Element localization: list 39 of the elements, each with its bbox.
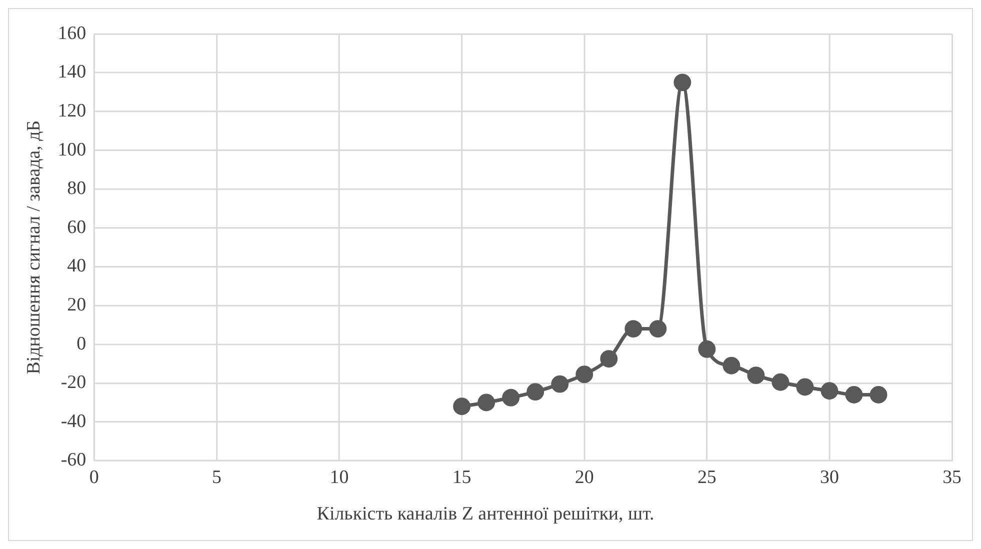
x-axis-title: Кількість каналів Z антенної решітки, шт. xyxy=(316,504,654,525)
point xyxy=(600,350,618,368)
point xyxy=(796,378,814,396)
point xyxy=(551,375,569,393)
y-tick-label: 20 xyxy=(67,294,86,316)
y-tick-label: 140 xyxy=(58,62,86,83)
point xyxy=(453,398,471,416)
y-tick-label: 60 xyxy=(67,216,86,238)
point xyxy=(649,320,667,338)
y-tick-label: 100 xyxy=(58,139,86,160)
y-tick-label: 40 xyxy=(67,256,86,277)
y-tick-label: -20 xyxy=(60,372,86,394)
y-tick-label: -40 xyxy=(60,410,86,432)
point xyxy=(576,366,594,384)
point xyxy=(698,340,716,358)
x-tick-label: 10 xyxy=(330,467,349,488)
x-tick-label: 5 xyxy=(212,467,222,488)
y-tick-label: 0 xyxy=(76,333,86,354)
y-tick-label: 160 xyxy=(58,22,86,44)
x-tick-label: 35 xyxy=(942,467,962,488)
point xyxy=(502,388,520,406)
y-axis-title: Відношення сигнал / завада, дБ xyxy=(23,120,44,374)
point xyxy=(772,373,790,391)
point xyxy=(526,383,544,401)
point xyxy=(870,386,888,404)
x-tick-label: 15 xyxy=(452,467,472,488)
x-tick-label: 30 xyxy=(820,467,839,488)
point xyxy=(674,74,692,92)
x-tick-label: 20 xyxy=(574,467,594,488)
y-tick-label: -60 xyxy=(60,450,86,471)
y-tick-label: 80 xyxy=(67,178,86,200)
point xyxy=(624,320,642,338)
x-tick-label: 25 xyxy=(697,467,716,488)
point xyxy=(845,386,863,404)
point xyxy=(747,366,765,384)
point xyxy=(722,356,740,374)
point xyxy=(478,394,496,412)
y-tick-label: 120 xyxy=(58,100,86,122)
point xyxy=(820,382,838,400)
